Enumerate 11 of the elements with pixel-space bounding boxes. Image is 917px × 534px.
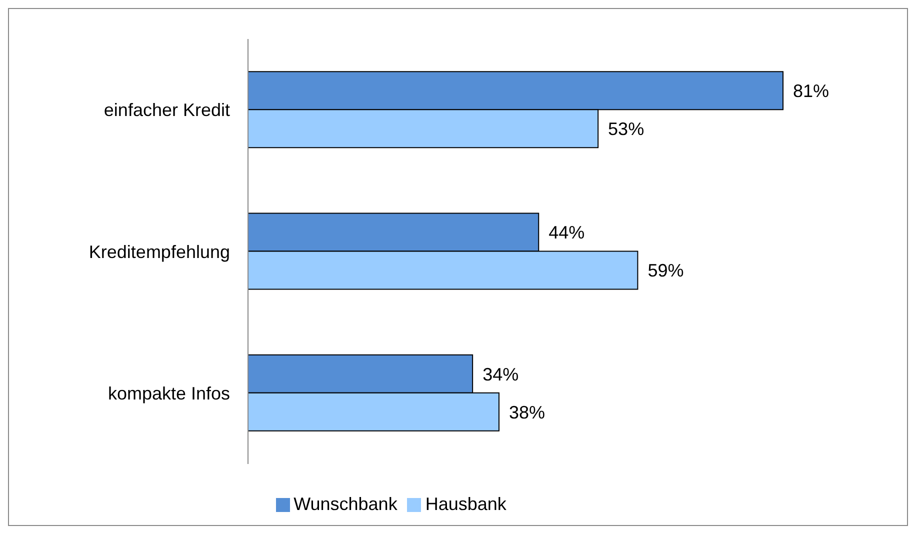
- data-label: 81%: [793, 80, 830, 101]
- data-label: 34%: [482, 364, 519, 384]
- data-label: 38%: [508, 402, 546, 422]
- legend-label: Wunschbank: [294, 494, 398, 514]
- y-tick-label: Kreditempfehlung: [88, 242, 230, 262]
- data-label: 59%: [648, 260, 684, 281]
- data-label: 53%: [608, 118, 644, 139]
- legend-label: Hausbank: [425, 494, 506, 514]
- y-tick-label: kompakte Infos: [108, 384, 230, 404]
- data-label: 44%: [548, 222, 585, 243]
- y-tick-label: einfacher Kredit: [104, 100, 230, 120]
